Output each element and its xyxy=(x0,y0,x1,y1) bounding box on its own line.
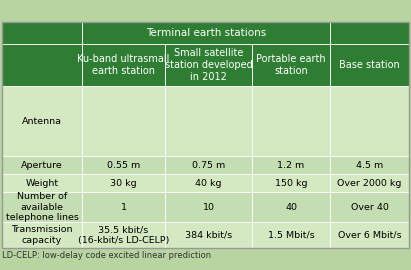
Bar xyxy=(2,174,82,192)
Bar xyxy=(165,44,252,86)
Text: Over 6 Mbit/s: Over 6 Mbit/s xyxy=(338,231,401,239)
Text: Over 40: Over 40 xyxy=(351,202,388,211)
Bar xyxy=(2,86,82,156)
Bar xyxy=(82,156,165,174)
Bar xyxy=(330,44,409,86)
Bar xyxy=(330,174,409,192)
Bar xyxy=(252,156,330,174)
Text: Ku-band ultrasmall
earth station: Ku-band ultrasmall earth station xyxy=(77,54,170,76)
Text: Small satellite
station developed
in 2012: Small satellite station developed in 201… xyxy=(165,48,252,82)
Bar xyxy=(252,192,330,222)
Text: Base station: Base station xyxy=(339,60,400,70)
Bar xyxy=(252,222,330,248)
Text: LD-CELP: low-delay code excited linear prediction: LD-CELP: low-delay code excited linear p… xyxy=(2,251,211,261)
Bar xyxy=(330,156,409,174)
Bar xyxy=(82,44,165,86)
Text: Terminal earth stations: Terminal earth stations xyxy=(146,28,266,38)
Bar xyxy=(165,192,252,222)
Bar xyxy=(82,22,330,44)
Bar xyxy=(165,156,252,174)
Bar xyxy=(165,174,252,192)
Bar xyxy=(252,44,330,86)
Text: Number of
available
telephone lines: Number of available telephone lines xyxy=(6,192,79,222)
Bar xyxy=(330,192,409,222)
Bar xyxy=(82,192,165,222)
Text: 35.5 kbit/s
(16-kbit/s LD-CELP): 35.5 kbit/s (16-kbit/s LD-CELP) xyxy=(78,225,169,245)
Text: 1.2 m: 1.2 m xyxy=(277,160,305,170)
Text: Antenna: Antenna xyxy=(22,116,62,126)
Bar xyxy=(2,192,82,222)
Bar xyxy=(2,222,82,248)
Bar xyxy=(330,22,409,44)
Bar xyxy=(252,86,330,156)
Text: 40: 40 xyxy=(285,202,297,211)
Text: Transmission
capacity: Transmission capacity xyxy=(11,225,73,245)
Bar xyxy=(2,156,82,174)
Bar xyxy=(2,22,82,44)
Bar xyxy=(82,222,165,248)
Bar xyxy=(2,22,409,248)
Bar xyxy=(2,44,82,86)
Text: 30 kg: 30 kg xyxy=(110,178,137,187)
Text: 10: 10 xyxy=(203,202,215,211)
Text: 4.5 m: 4.5 m xyxy=(356,160,383,170)
Bar xyxy=(252,174,330,192)
Text: Portable earth
station: Portable earth station xyxy=(256,54,326,76)
Text: Aperture: Aperture xyxy=(21,160,63,170)
Text: 1.5 Mbit/s: 1.5 Mbit/s xyxy=(268,231,314,239)
Text: Weight: Weight xyxy=(25,178,58,187)
Text: 150 kg: 150 kg xyxy=(275,178,307,187)
Text: 384 kbit/s: 384 kbit/s xyxy=(185,231,232,239)
Bar xyxy=(165,222,252,248)
Bar xyxy=(330,222,409,248)
Bar xyxy=(165,86,252,156)
Bar xyxy=(82,86,165,156)
Text: 0.55 m: 0.55 m xyxy=(107,160,140,170)
Text: Over 2000 kg: Over 2000 kg xyxy=(337,178,402,187)
Bar xyxy=(330,86,409,156)
Bar xyxy=(82,174,165,192)
Text: 1: 1 xyxy=(120,202,127,211)
Text: 40 kg: 40 kg xyxy=(195,178,222,187)
Text: 0.75 m: 0.75 m xyxy=(192,160,225,170)
